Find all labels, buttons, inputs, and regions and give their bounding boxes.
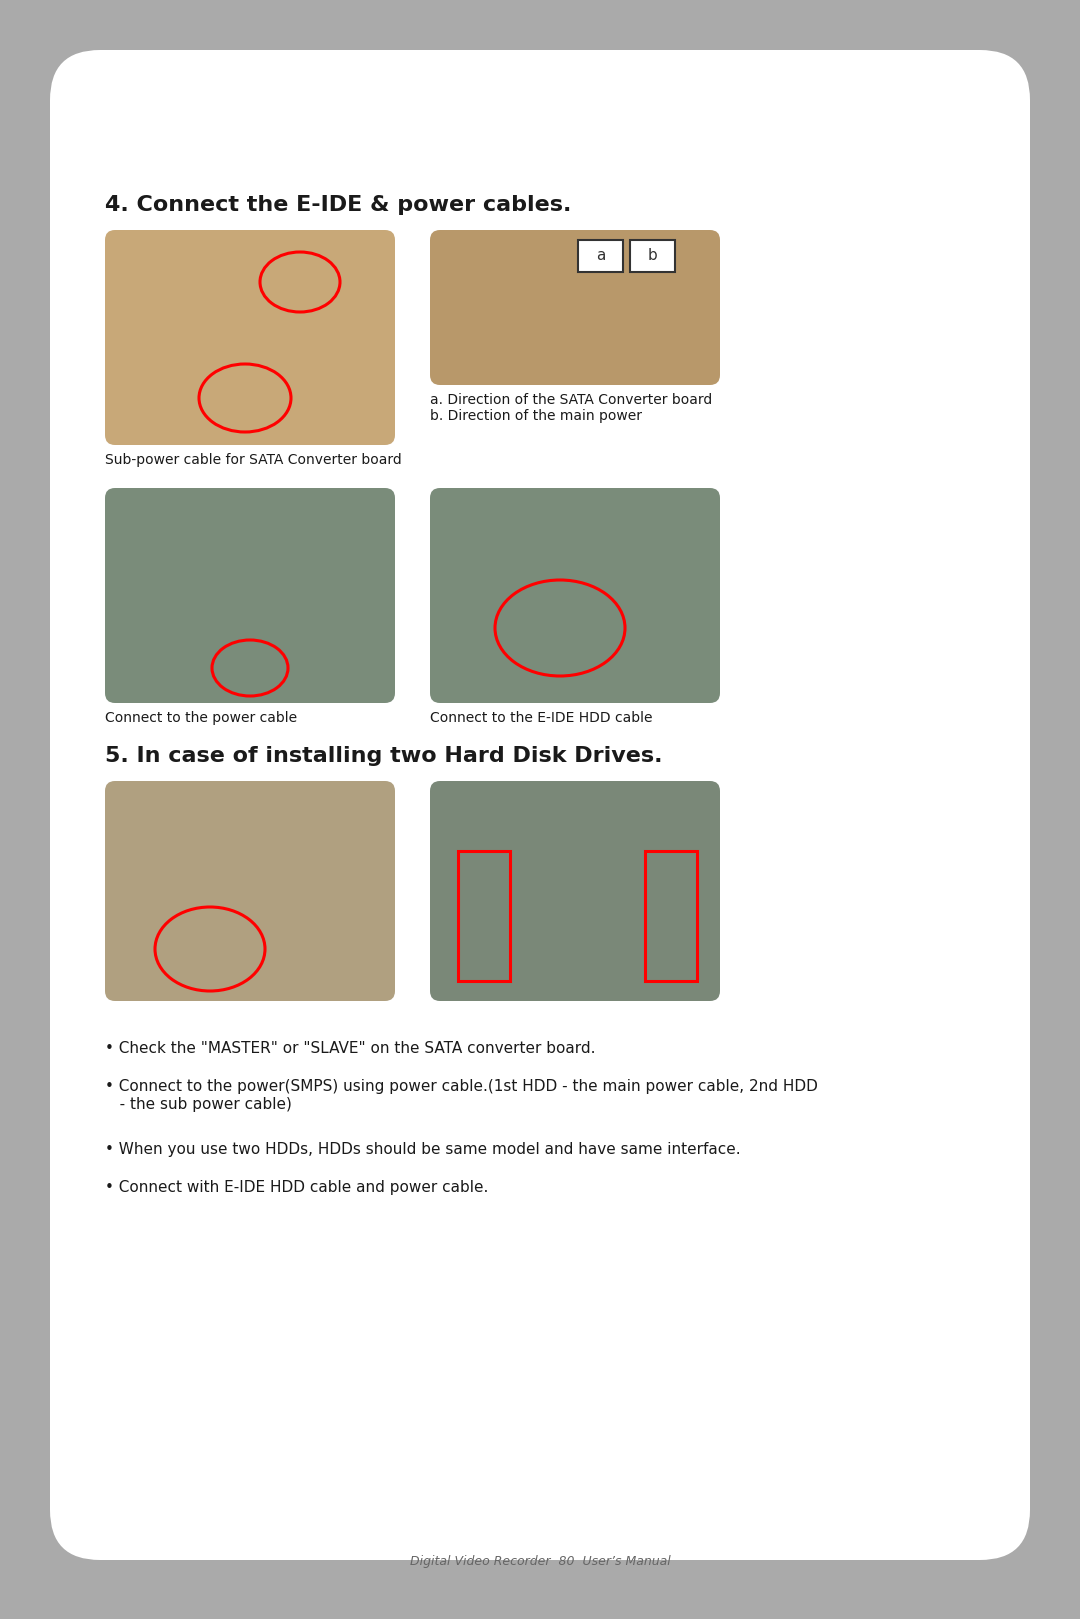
FancyBboxPatch shape: [430, 487, 720, 703]
Text: Connect to the E-IDE HDD cable: Connect to the E-IDE HDD cable: [430, 711, 652, 725]
Text: • Connect to the power(SMPS) using power cable.(1st HDD - the main power cable, : • Connect to the power(SMPS) using power…: [105, 1078, 818, 1094]
Bar: [630, 240, 675, 272]
Text: Sub-power cable for SATA Converter board: Sub-power cable for SATA Converter board: [105, 453, 402, 466]
Text: Connect to the power cable: Connect to the power cable: [105, 711, 297, 725]
Bar: [458, 852, 510, 981]
FancyBboxPatch shape: [105, 230, 395, 445]
Text: • Check the "MASTER" or "SLAVE" on the SATA converter board.: • Check the "MASTER" or "SLAVE" on the S…: [105, 1041, 595, 1056]
FancyBboxPatch shape: [430, 780, 720, 1001]
Bar: [645, 852, 697, 981]
Bar: [578, 240, 623, 272]
Text: 4. Connect the E-IDE & power cables.: 4. Connect the E-IDE & power cables.: [105, 194, 571, 215]
Text: b: b: [648, 248, 658, 264]
Text: a: a: [596, 248, 605, 264]
Text: 5. In case of installing two Hard Disk Drives.: 5. In case of installing two Hard Disk D…: [105, 746, 662, 766]
FancyBboxPatch shape: [105, 780, 395, 1001]
FancyBboxPatch shape: [105, 487, 395, 703]
Text: b. Direction of the main power: b. Direction of the main power: [430, 410, 642, 423]
Text: • When you use two HDDs, HDDs should be same model and have same interface.: • When you use two HDDs, HDDs should be …: [105, 1141, 741, 1158]
FancyBboxPatch shape: [430, 230, 720, 385]
Text: - the sub power cable): - the sub power cable): [105, 1098, 292, 1112]
Text: • Connect with E-IDE HDD cable and power cable.: • Connect with E-IDE HDD cable and power…: [105, 1180, 488, 1195]
Text: Digital Video Recorder  80  User’s Manual: Digital Video Recorder 80 User’s Manual: [409, 1554, 671, 1567]
Text: a. Direction of the SATA Converter board: a. Direction of the SATA Converter board: [430, 393, 712, 406]
FancyBboxPatch shape: [50, 50, 1030, 1561]
